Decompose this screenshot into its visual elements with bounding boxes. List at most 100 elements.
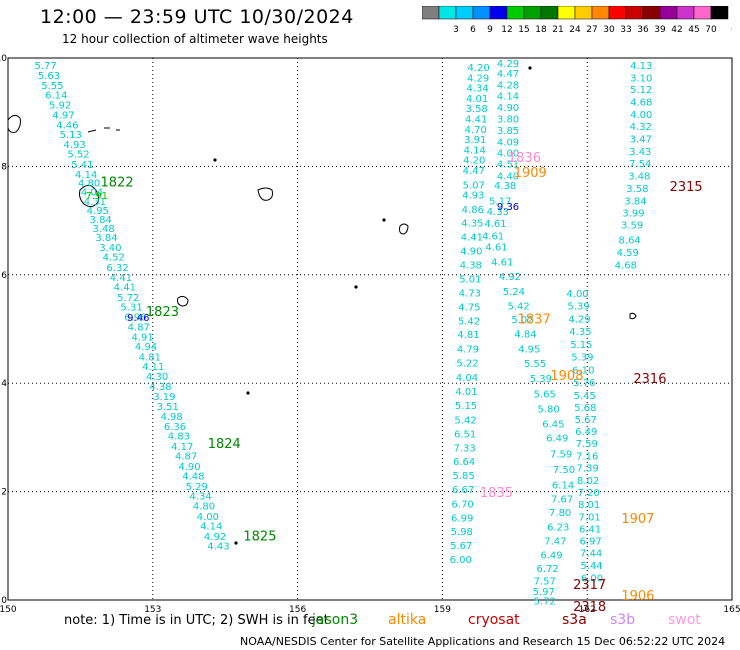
wave-height-value: 7.44 [580, 549, 602, 560]
pass-time-label: 2318 [573, 600, 606, 615]
wave-height-value: 6.97 [579, 537, 601, 548]
wave-height-value: 8.02 [577, 476, 599, 487]
satellite-legend-s3a: s3a [562, 612, 587, 628]
scale-swatch [506, 6, 525, 20]
wave-height-value: 4.92 [204, 532, 226, 543]
wave-height-value: 4.61 [491, 258, 513, 269]
wave-height-value: 3.47 [630, 135, 652, 146]
wave-height-value: 4.04 [456, 373, 478, 384]
wave-height-value: 4.40 [497, 171, 519, 182]
satellite-legend-swot: swot [668, 612, 701, 628]
wave-height-value-high: 7.91 [86, 191, 108, 202]
wave-height-value: 6.49 [575, 427, 597, 438]
wave-height-value: 4.81 [139, 352, 161, 363]
wave-height-value: 3.84 [90, 215, 112, 226]
wave-height-value: 6.67 [452, 485, 474, 496]
wave-height-value: 4.43 [207, 542, 229, 553]
wave-height-value: 4.95 [87, 206, 109, 217]
wave-height-value: 5.39 [571, 352, 593, 363]
wave-height-value: 5.42 [458, 317, 480, 328]
wave-height-value: 5.76 [573, 378, 595, 389]
wave-height-value: 3.59 [621, 221, 643, 232]
note-text: note: 1) Time is in UTC; 2) SWH is in fe… [64, 613, 329, 628]
scale-swatch [676, 6, 695, 20]
wave-height-value: 4.14 [200, 522, 222, 533]
island-outline [257, 187, 273, 201]
island-dot [354, 285, 358, 289]
wave-height-value: 4.29 [497, 59, 519, 70]
wave-height-value: 4.14 [497, 92, 519, 103]
wave-height-value: 4.48 [182, 472, 204, 483]
wave-height-value: 4.13 [630, 61, 652, 72]
wave-height-value: 5.97 [533, 587, 555, 598]
scale-swatch [523, 6, 542, 20]
wave-height-value: 3.84 [95, 233, 117, 244]
wave-height-value: 3.19 [153, 392, 175, 403]
wave-height-value: 7.59 [576, 439, 598, 450]
wave-height-value: 5.24 [503, 287, 525, 298]
legend-note: note: 1) Time is in UTC; 2) SWH is in fe… [64, 613, 329, 628]
island-outline [177, 295, 189, 307]
wave-height-value: 5.31 [120, 303, 142, 314]
satellite-legend: jason3 altika cryosat s3a s3b swot [312, 612, 732, 630]
wave-height-value: 4.04 [81, 188, 103, 199]
wave-height-value: 7.67 [551, 494, 573, 505]
wave-height-value: 5.39 [530, 374, 552, 385]
wave-height-value: 4.14 [75, 170, 97, 181]
island-outline [79, 184, 99, 208]
wave-height-value: 3.51 [157, 402, 179, 413]
wave-height-value: 4.11 [142, 362, 164, 373]
wave-height-value: 6.64 [453, 457, 475, 468]
wave-height-value: 4.51 [497, 159, 519, 170]
wave-height-value: 4.41 [110, 273, 132, 284]
footer-credit: NOAA/NESDIS Center for Satellite Applica… [240, 635, 726, 648]
wave-height-value: 4.90 [460, 247, 482, 258]
wave-height-value: 4.59 [617, 248, 639, 259]
wave-height-value: 4.80 [78, 178, 100, 189]
wave-height-value: 4.84 [514, 330, 536, 341]
wave-height-value: 7.16 [576, 452, 598, 463]
satellite-legend-altika: altika [388, 612, 427, 628]
wave-height-value: 4.92 [499, 272, 521, 283]
wave-height-value: 4.52 [103, 253, 125, 264]
longitude-tick-label: 150 [0, 605, 17, 615]
satellite-legend-s3b: s3b [610, 612, 636, 628]
wave-height-value: 4.01 [466, 94, 488, 105]
wave-height-value: 3.99 [622, 208, 644, 219]
wave-height-value: 7.39 [577, 464, 599, 475]
wave-height-value: 5.44 [580, 561, 602, 572]
wave-height-value: 5.68 [574, 403, 596, 414]
scale-tick-label: 33 [620, 25, 631, 35]
scale-swatch [591, 6, 610, 20]
island-dot [234, 541, 238, 545]
wave-height-value: 4.14 [464, 145, 486, 156]
latitude-tick-label: 10 [0, 54, 7, 64]
pass-time-label: 1835 [480, 486, 513, 501]
scale-tick-label: 3 [453, 25, 459, 35]
wave-height-value: 4.80 [193, 501, 215, 512]
longitude-tick-label: 162 [579, 605, 596, 615]
scale-tick-label: 45 [688, 25, 699, 35]
wave-height-value: 5.63 [38, 71, 60, 82]
scale-swatch [574, 6, 593, 20]
island-dot [246, 391, 250, 395]
scale-swatch [710, 6, 729, 20]
wave-height-value: 4.28 [497, 80, 519, 91]
wave-height-value: 4.20 [467, 63, 489, 74]
wave-height-value: 4.34 [189, 492, 211, 503]
island-outline [7, 114, 21, 133]
pass-time-label: 2317 [573, 578, 606, 593]
wave-height-value: 6.14 [45, 91, 67, 102]
wave-height-value: 4.90 [497, 103, 519, 114]
wave-height-value: 4.41 [465, 114, 487, 125]
pass-time-label: 2316 [633, 372, 666, 387]
wave-height-value: 5.77 [35, 61, 57, 72]
wave-height-value: 6.41 [579, 524, 601, 535]
wave-height-value: 3.80 [497, 114, 519, 125]
wave-height-value: 5.98 [451, 527, 473, 538]
satellite-legend-jason3: jason3 [312, 612, 359, 628]
wave-height-value: 4.91 [132, 332, 154, 343]
track-altika: 4.204.294.344.013.584.414.703.914.144.20… [450, 63, 490, 566]
wave-height-value: 7.01 [578, 512, 600, 523]
scale-swatch [455, 6, 474, 20]
